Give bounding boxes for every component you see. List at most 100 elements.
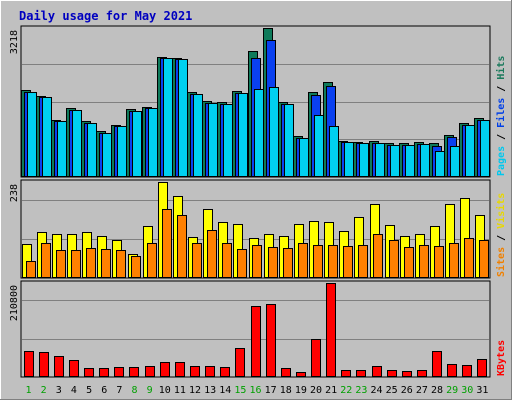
bar-pages-day-19 bbox=[299, 138, 309, 177]
bar-pages-day-22 bbox=[344, 142, 354, 177]
bar-pages-day-8 bbox=[132, 111, 142, 177]
day-label-28: 28 bbox=[431, 385, 443, 396]
bar-kbytes-day-16 bbox=[251, 306, 261, 377]
bar-kbytes-day-12 bbox=[190, 366, 200, 377]
bar-pages-day-3 bbox=[57, 121, 67, 177]
day-label-23: 23 bbox=[355, 385, 367, 396]
chart-title: Daily usage for May 2021 bbox=[19, 9, 192, 23]
bar-kbytes-day-15 bbox=[235, 348, 245, 377]
bar-kbytes-day-20 bbox=[311, 339, 321, 377]
bar-kbytes-day-4 bbox=[69, 360, 79, 377]
bar-kbytes-day-18 bbox=[281, 368, 291, 377]
bar-pages-day-29 bbox=[450, 146, 460, 177]
bar-pages-day-28 bbox=[435, 151, 445, 177]
day-label-20: 20 bbox=[310, 385, 322, 396]
legend-entry-visits: Visits bbox=[495, 193, 507, 229]
bar-pages-day-31 bbox=[480, 120, 490, 177]
bar-pages-day-13 bbox=[208, 103, 218, 177]
legend-entry-pages: Pages bbox=[496, 146, 507, 176]
panel-bottom-max-label: 210800 bbox=[9, 285, 20, 321]
day-label-1: 1 bbox=[26, 385, 32, 396]
bar-kbytes-day-31 bbox=[477, 359, 487, 377]
day-label-22: 22 bbox=[340, 385, 352, 396]
legend-entry-files: Files bbox=[495, 98, 507, 128]
bar-pages-day-2 bbox=[42, 97, 52, 177]
bar-sites-day-1 bbox=[26, 261, 36, 278]
bar-sites-day-9 bbox=[147, 243, 157, 278]
bar-kbytes-day-17 bbox=[266, 304, 276, 377]
bar-kbytes-day-13 bbox=[205, 366, 215, 377]
bar-kbytes-day-2 bbox=[39, 352, 49, 377]
bar-sites-day-30 bbox=[464, 238, 474, 278]
panel-middle-legend: Sites / Visits bbox=[495, 193, 507, 277]
bar-pages-day-12 bbox=[193, 94, 203, 177]
day-label-24: 24 bbox=[371, 385, 383, 396]
day-label-16: 16 bbox=[249, 385, 261, 396]
day-label-21: 21 bbox=[325, 385, 337, 396]
panel-bottom-legend: KBytes bbox=[496, 340, 507, 376]
bar-kbytes-day-26 bbox=[402, 371, 412, 377]
bar-sites-day-5 bbox=[86, 248, 96, 278]
bar-pages-day-1 bbox=[27, 92, 37, 177]
bar-kbytes-day-28 bbox=[432, 351, 442, 377]
day-label-14: 14 bbox=[219, 385, 231, 396]
bar-sites-day-17 bbox=[268, 247, 278, 278]
panel-top: 3218 Pages / Files / Hits bbox=[9, 25, 507, 178]
day-label-31: 31 bbox=[476, 385, 488, 396]
day-label-15: 15 bbox=[234, 385, 246, 396]
bar-pages-day-7 bbox=[117, 126, 127, 177]
bar-sites-day-4 bbox=[71, 250, 81, 278]
day-label-11: 11 bbox=[174, 385, 186, 396]
day-label-19: 19 bbox=[295, 385, 307, 396]
bar-kbytes-day-25 bbox=[387, 370, 397, 377]
bar-sites-day-25 bbox=[389, 240, 399, 278]
legend-entry-kbytes: KBytes bbox=[496, 340, 507, 376]
bar-pages-day-5 bbox=[87, 123, 97, 177]
bar-sites-day-31 bbox=[479, 240, 489, 278]
bar-kbytes-day-3 bbox=[54, 356, 64, 377]
series-kbytes bbox=[24, 283, 487, 377]
bar-pages-day-30 bbox=[465, 125, 475, 177]
bar-sites-day-3 bbox=[56, 250, 66, 278]
bar-kbytes-day-5 bbox=[84, 368, 94, 377]
bar-kbytes-day-27 bbox=[417, 370, 427, 377]
bar-pages-day-24 bbox=[375, 143, 385, 177]
day-label-7: 7 bbox=[116, 385, 122, 396]
legend-entry-hits: Hits bbox=[495, 56, 507, 80]
bar-sites-day-2 bbox=[41, 243, 51, 278]
legend-separator: / bbox=[496, 128, 507, 146]
bar-kbytes-day-9 bbox=[145, 366, 155, 377]
day-label-17: 17 bbox=[265, 385, 277, 396]
bar-sites-day-28 bbox=[434, 246, 444, 278]
bar-pages-day-15 bbox=[238, 93, 248, 177]
day-label-25: 25 bbox=[386, 385, 398, 396]
bar-pages-day-16 bbox=[254, 89, 264, 177]
bar-pages-day-4 bbox=[72, 110, 82, 177]
bar-pages-day-17 bbox=[269, 87, 279, 177]
bar-sites-day-15 bbox=[237, 249, 247, 278]
series-sites bbox=[26, 209, 489, 278]
bar-sites-day-27 bbox=[419, 245, 429, 278]
panel-top-max-label: 3218 bbox=[9, 30, 20, 54]
bar-sites-day-11 bbox=[177, 215, 187, 278]
legend-separator: / bbox=[496, 229, 507, 247]
day-label-6: 6 bbox=[101, 385, 107, 396]
bar-sites-day-26 bbox=[404, 247, 414, 278]
day-label-9: 9 bbox=[147, 385, 153, 396]
bar-pages-day-25 bbox=[390, 145, 400, 177]
bar-kbytes-day-1 bbox=[24, 351, 34, 377]
bar-pages-day-11 bbox=[178, 59, 188, 177]
day-label-8: 8 bbox=[131, 385, 137, 396]
day-label-4: 4 bbox=[71, 385, 77, 396]
bar-sites-day-23 bbox=[358, 245, 368, 278]
bar-kbytes-day-11 bbox=[175, 362, 185, 377]
bar-kbytes-day-7 bbox=[114, 367, 124, 377]
bar-sites-day-8 bbox=[131, 256, 141, 278]
bar-kbytes-day-24 bbox=[372, 366, 382, 377]
bar-sites-day-21 bbox=[328, 245, 338, 278]
bar-sites-day-10 bbox=[162, 209, 172, 278]
bar-sites-day-6 bbox=[101, 249, 111, 278]
bar-pages-day-27 bbox=[420, 144, 430, 177]
bar-kbytes-day-14 bbox=[220, 367, 230, 377]
bar-kbytes-day-23 bbox=[356, 370, 366, 377]
